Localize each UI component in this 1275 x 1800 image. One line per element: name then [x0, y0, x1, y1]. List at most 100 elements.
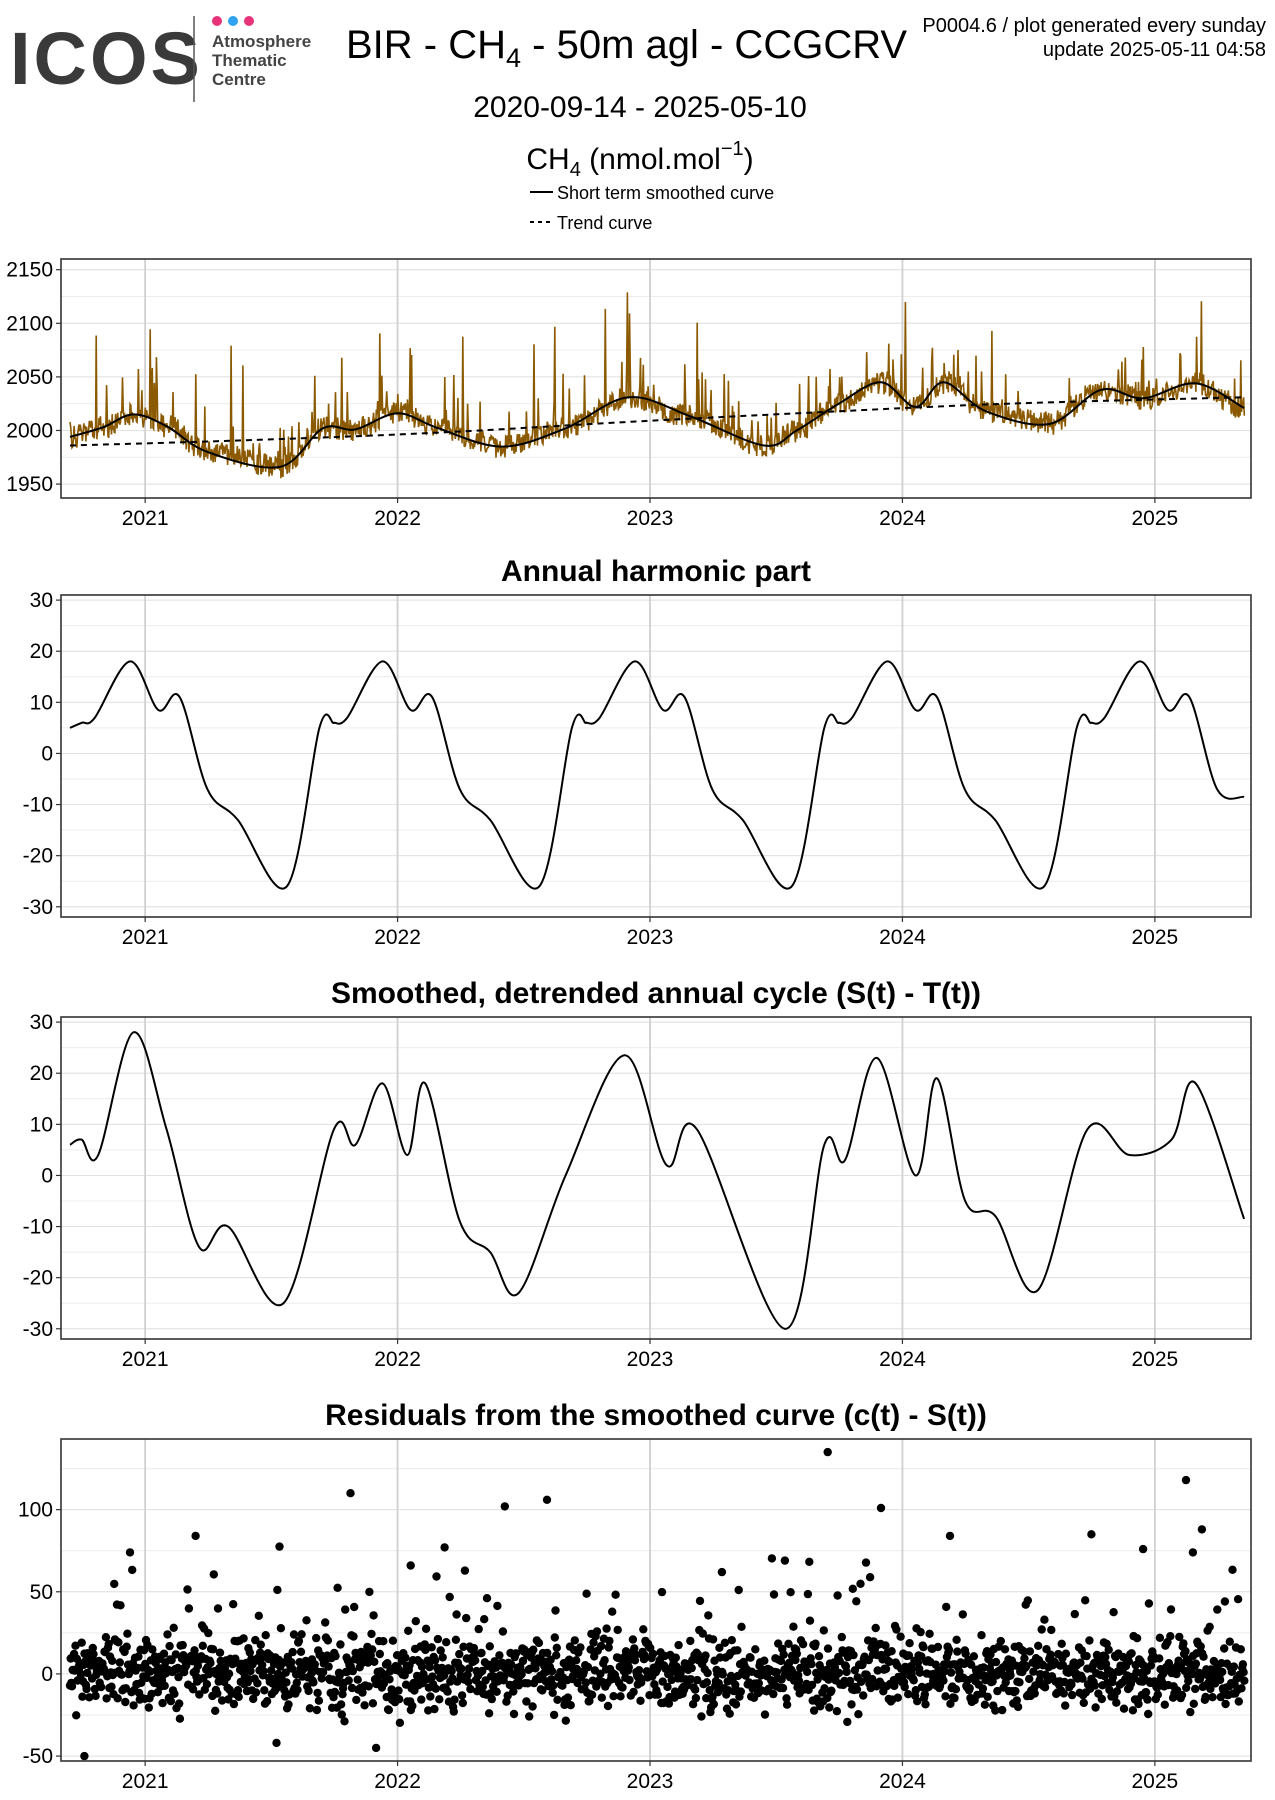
residual-point: [245, 1648, 254, 1657]
y-tick-label: -10: [23, 794, 53, 817]
residual-point: [856, 1677, 866, 1687]
panel-3: 2021 2022 2023 2024 2025 -30 -20 -10 0 10 20 30: [23, 1011, 1252, 1371]
residual-point: [1221, 1699, 1230, 1709]
residual-point: [805, 1616, 815, 1625]
x-tick-label: 2022: [374, 926, 421, 949]
residual-point: [349, 1632, 358, 1641]
residual-point: [259, 1667, 268, 1676]
residual-point: [88, 1643, 98, 1653]
residual-point: [431, 1684, 440, 1693]
residual-point: [587, 1690, 597, 1700]
x-tick-label: 2023: [627, 507, 674, 530]
residual-point: [550, 1633, 559, 1642]
residual-point: [104, 1639, 113, 1649]
residual-point: [904, 1651, 914, 1660]
residual-point: [427, 1643, 436, 1652]
residual-point: [256, 1640, 265, 1649]
panels: 2021 2022 2023 2024 202519502000205021002150…: [6, 258, 1252, 1793]
residual-point: [500, 1502, 509, 1511]
residual-point: [522, 1697, 531, 1706]
residual-point: [246, 1666, 255, 1676]
x-tick-label: 2024: [879, 507, 926, 530]
residual-point: [543, 1648, 552, 1658]
residual-point: [1177, 1660, 1186, 1669]
residual-point: [942, 1602, 951, 1612]
residual-point: [440, 1543, 449, 1552]
unit-label: CH4 (nmol.mol−1): [526, 138, 753, 181]
residual-point: [566, 1701, 575, 1710]
residual-point: [991, 1657, 1001, 1667]
residual-point: [1119, 1704, 1129, 1713]
residual-point: [1206, 1684, 1215, 1694]
x-tick-label: 2025: [1132, 1348, 1179, 1371]
y-tick-label: -30: [23, 1318, 53, 1341]
residual-point: [217, 1696, 227, 1705]
residual-point: [442, 1638, 451, 1647]
x-tick-label: 2024: [879, 1770, 926, 1793]
residual-point: [340, 1717, 349, 1726]
residual-point: [123, 1629, 132, 1638]
residual-point: [637, 1678, 646, 1687]
x-tick-label: 2021: [122, 1348, 169, 1371]
residual-point: [1047, 1625, 1056, 1635]
residual-point: [1166, 1632, 1175, 1641]
x-tick-label: 2024: [879, 1348, 926, 1371]
residual-point: [996, 1636, 1005, 1646]
page-title: BIR - CH4 - 50m agl - CCGCRV: [346, 23, 907, 73]
residual-point: [384, 1705, 393, 1715]
residual-point: [843, 1717, 852, 1727]
residual-point: [628, 1635, 638, 1644]
residual-point: [1040, 1683, 1050, 1692]
y-tick-label: 50: [30, 1581, 53, 1604]
residual-point: [664, 1699, 674, 1708]
residual-point: [331, 1651, 340, 1661]
residual-point: [495, 1651, 504, 1660]
residual-point: [1144, 1599, 1154, 1608]
residual-point: [789, 1622, 798, 1631]
residual-point: [395, 1695, 404, 1704]
residual-point: [807, 1659, 816, 1669]
residual-point: [281, 1668, 290, 1677]
residual-point: [498, 1627, 508, 1636]
residual-point: [371, 1743, 381, 1753]
residual-point: [160, 1681, 169, 1691]
residual-point: [128, 1565, 137, 1575]
residual-point: [249, 1694, 258, 1704]
residual-point: [239, 1634, 248, 1643]
y-tick-label: 10: [30, 1113, 53, 1136]
residual-point: [272, 1738, 281, 1748]
residual-point: [500, 1672, 509, 1681]
residual-point: [731, 1700, 741, 1709]
residual-point: [67, 1682, 77, 1691]
residual-point: [823, 1447, 832, 1457]
residual-point: [313, 1688, 322, 1698]
residual-point: [1046, 1650, 1055, 1659]
residual-point: [229, 1699, 239, 1709]
residual-point: [76, 1670, 86, 1679]
residual-point: [1061, 1649, 1071, 1658]
residual-point: [426, 1692, 435, 1701]
residual-point: [913, 1697, 922, 1706]
residual-point: [333, 1583, 342, 1593]
panel-4-border: [60, 1438, 1252, 1762]
series-annual-harmonic: [69, 660, 1245, 890]
residual-point: [341, 1605, 350, 1614]
residual-point: [915, 1668, 925, 1677]
residual-point: [890, 1681, 899, 1691]
panel-3-border: [60, 1016, 1252, 1340]
residual-point: [691, 1685, 700, 1694]
residual-point: [183, 1585, 192, 1594]
residual-point: [294, 1636, 304, 1646]
residual-point: [458, 1698, 467, 1708]
residual-point: [767, 1554, 777, 1563]
residual-point: [125, 1548, 135, 1557]
residual-point: [871, 1623, 880, 1633]
residual-point: [471, 1656, 480, 1665]
residual-point: [754, 1679, 763, 1688]
residual-point: [951, 1685, 961, 1694]
residual-point: [940, 1667, 949, 1676]
residual-point: [925, 1629, 934, 1639]
residual-point: [379, 1637, 388, 1646]
residual-point: [1132, 1634, 1142, 1643]
residual-point: [134, 1652, 143, 1661]
